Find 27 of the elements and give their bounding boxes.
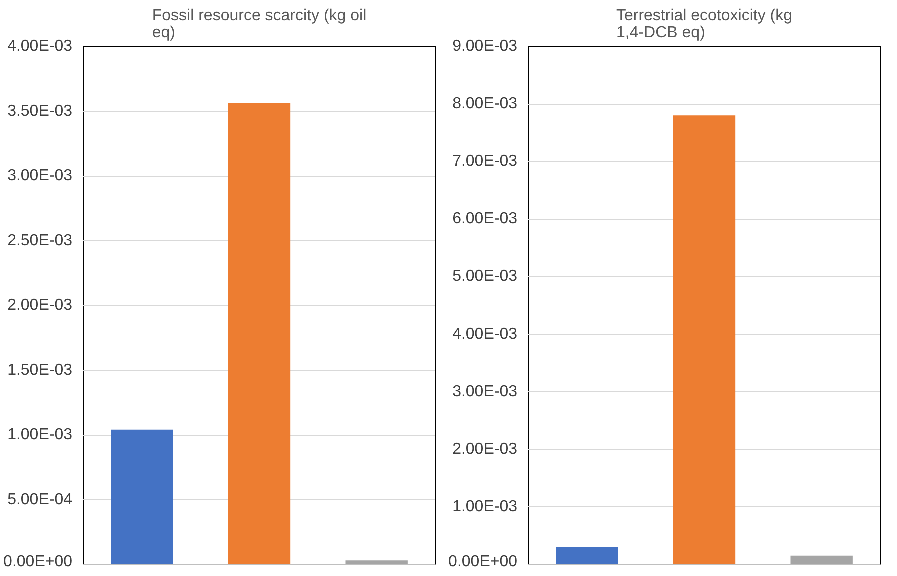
chart-title: Terrestrial ecotoxicity (kg 1,4-DCB eq) xyxy=(616,8,793,42)
y-tick-label: 4.00E-03 xyxy=(452,326,518,343)
y-tick-label: 1.00E-03 xyxy=(452,498,518,516)
bar xyxy=(673,116,736,564)
y-tick-label: 1.00E-03 xyxy=(8,426,73,444)
bar xyxy=(228,103,291,564)
y-tick-label: 3.50E-03 xyxy=(8,102,73,120)
y-tick-label: 5.00E-04 xyxy=(8,491,73,508)
bar xyxy=(346,560,408,564)
y-tick-label: 7.00E-03 xyxy=(452,153,518,170)
y-tick-label: 8.00E-03 xyxy=(452,96,518,113)
y-tick-label: 2.00E-03 xyxy=(8,297,73,314)
y-tick-label: 1.50E-03 xyxy=(8,362,73,379)
y-tick-label: 9.00E-03 xyxy=(452,38,518,55)
bar xyxy=(556,547,618,564)
y-tick-label: 6.00E-03 xyxy=(452,210,518,228)
y-tick-label: 0.00E+00 xyxy=(4,554,73,570)
y-tick-label: 3.00E-03 xyxy=(8,168,73,184)
y-tick-label: 3.00E-03 xyxy=(452,383,518,400)
bar xyxy=(790,556,853,564)
y-tick-label: 0.00E+00 xyxy=(448,554,518,570)
y-tick-label: 5.00E-03 xyxy=(452,268,518,286)
chart-title: Fossil resource scarcity (kg oil eq) xyxy=(152,8,367,42)
y-tick-label: 2.50E-03 xyxy=(8,232,73,250)
bar xyxy=(111,430,174,564)
y-tick-label: 4.00E-03 xyxy=(8,38,73,55)
y-tick-label: 2.00E-03 xyxy=(452,440,518,458)
